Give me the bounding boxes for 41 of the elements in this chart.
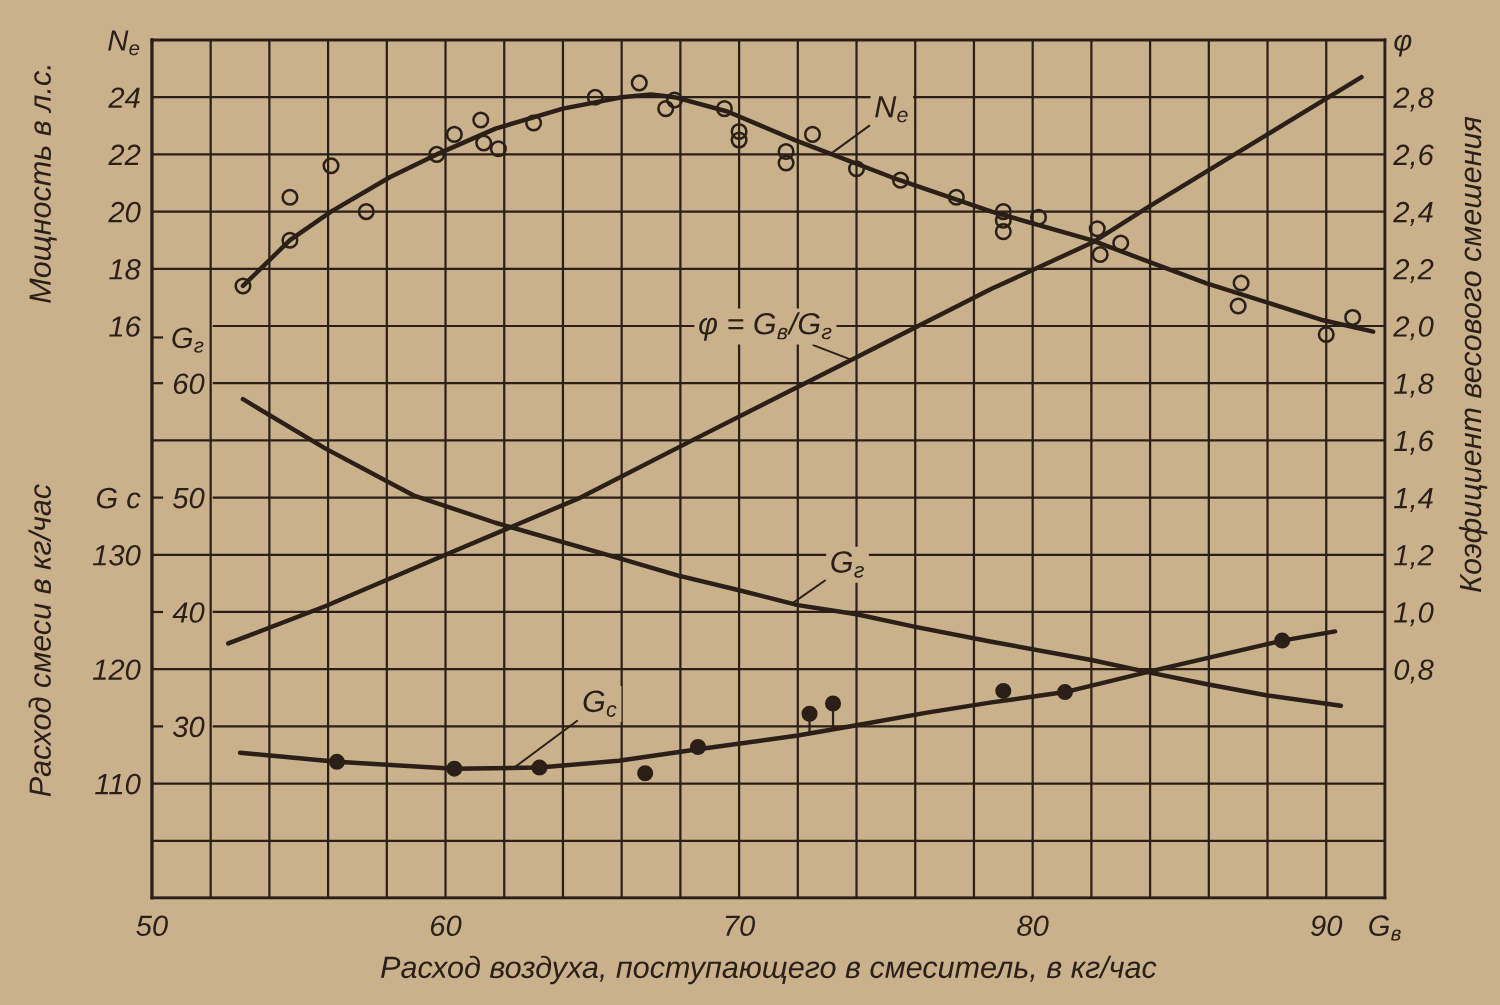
y2-tick-label: 0,8 [1394,659,1434,684]
y3-tick-label: 30 [172,716,205,738]
y-tick-label: 20 [108,201,141,223]
y2-axis-title: Коэфициент весового смешения [1458,116,1488,593]
series-label: N$_{e}$ [875,96,908,123]
y2-tick-label: 1,4 [1394,488,1433,512]
x-tick-label: 50 [136,915,168,937]
y-tick-label: 130 [92,544,141,566]
y-tick-label: 22 [108,144,141,165]
y-tick-label: 16 [109,316,141,337]
x-axis-title: Расход воздуха, поступающего в смеситель, в кг/час [381,955,1157,985]
y2-tick-label: 1,8 [1394,373,1434,398]
y2-tick-label: 2,8 [1393,87,1434,112]
y-axis-title: Расход смеси в кг/час [28,484,51,797]
y-tick-label: 18 [109,259,141,280]
series-label: φ = G$_{в}$/G$_{г}$ [699,312,832,341]
y-tick-label: 120 [92,659,141,681]
y2-tick-label: 1,6 [1394,430,1434,455]
y3-tick-label: 50 [172,487,205,509]
x-tick-label: G$_{в}$ [1369,915,1401,941]
series-label: G$_{c}$ [583,690,617,717]
y-tick-label: N$_{e}$ [108,30,140,56]
y-tick-label: 24 [108,87,140,108]
x-tick-label: 80 [1017,915,1049,937]
y2-tick-label: 1,0 [1394,602,1434,627]
y3-tick-label: 40 [172,602,205,623]
y3-tick-label: G$_{г}$ [172,327,204,353]
y-tick-label: G c [96,487,141,509]
y3-tick-label: 60 [173,373,205,395]
y2-tick-label: 2,0 [1393,316,1434,341]
y2-tick-label: 2,2 [1393,258,1434,284]
x-tick-label: 60 [430,915,462,937]
y2-tick-label: 2,4 [1393,201,1433,226]
y2-tick-label: 2,6 [1393,144,1434,169]
y-axis-title: Мощность в л.с. [29,66,57,303]
x-tick-label: 70 [725,915,756,937]
y2-tick-label: φ [1394,34,1412,57]
x-tick-label: 90 [1311,915,1343,937]
y-tick-label: 110 [95,773,141,795]
series-label: G$_{г}$ [831,551,864,578]
y2-tick-label: 1,2 [1394,544,1434,570]
